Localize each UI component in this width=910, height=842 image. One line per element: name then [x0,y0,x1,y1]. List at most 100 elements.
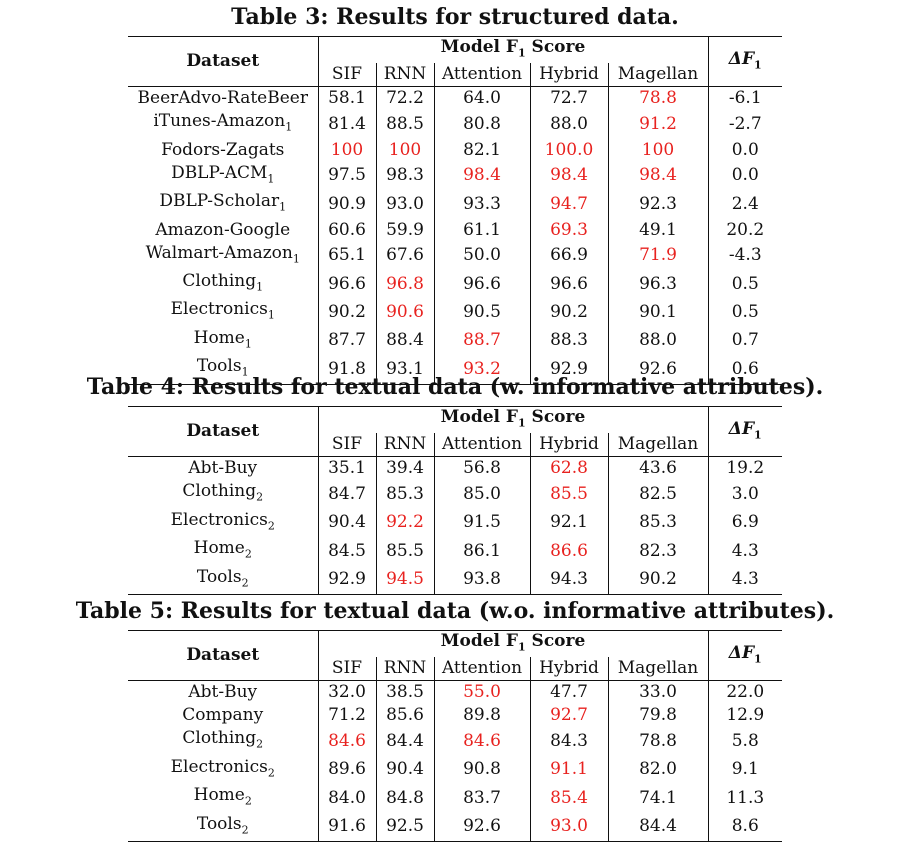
column-header: RNN [376,63,435,88]
dataset-name-cell: Abt-Buy [128,680,319,705]
dataset-name: Electronics [170,299,268,320]
model-header-suffix: Score [525,37,586,57]
column-header: Attention [434,657,531,682]
delta-cell: 8.6 [707,812,782,842]
column-header: Magellan [608,657,708,682]
dataset-name: BeerAdvo-RateBeer [137,88,308,109]
column-header: Hybrid [530,433,609,458]
dataset-subscript: 1 [279,200,287,214]
score-cell: 64.0 [434,86,531,111]
score-cell: 55.0 [434,680,531,705]
model-header-suffix: Score [525,407,586,427]
column-header: RNN [376,657,435,682]
delta-cell: 2.4 [707,190,782,219]
score-cell: 74.1 [639,787,677,808]
score-cell: 90.6 [376,298,435,327]
score-cell: 85.3 [376,480,435,509]
score-cell: 39.4 [376,456,435,481]
score-cell: 91.8 [318,355,377,385]
dataset-name: Home [193,327,245,348]
delta-header-label: ΔF [728,48,755,69]
dataset-name-cell: Fodors-Zagats [128,138,319,162]
score-cell: 93.8 [434,565,531,595]
dataset-name-cell: BeerAdvo-RateBeer [128,86,319,111]
table-row: Electronics2 90.4 92.2 91.5 92.1 85.3 6.9 [128,508,782,538]
dataset-name: Abt-Buy [188,682,258,703]
score-cell: 97.5 [318,161,377,191]
dataset-name: Amazon-Google [155,219,291,240]
dataset-name: Home [193,538,245,559]
score-cell: 66.9 [530,241,609,270]
dataset-name: Home [193,785,245,806]
score-cell: 90.2 [318,298,377,327]
score-cell: 91.5 [434,508,531,538]
dataset-subscript: 1 [292,251,300,265]
model-score-header: Model F1 Score [318,36,708,64]
score-cell: 81.4 [318,110,377,139]
score-cell: 83.7 [434,784,531,813]
score-cell: 93.2 [434,355,531,385]
score-cell: 61.1 [434,218,531,242]
score-cell: 92.5 [376,812,435,842]
model-header-subscript: 1 [517,46,526,60]
score-cell: 92.1 [530,508,609,538]
dataset-name-cell: Electronics1 [128,298,319,327]
table-row: Fodors-Zagats 100 100 82.1 100.0 100 0.0 [128,138,782,162]
table-row: BeerAdvo-RateBeer 58.1 72.2 64.0 72.7 78.8 -6.… [128,86,782,111]
score-cell: 85.5 [530,480,609,509]
dataset-name-cell: Tools2 [128,565,319,595]
column-header: RNN [376,433,435,458]
dataset-header-label: Dataset [186,421,260,442]
score-cell: 90.4 [376,755,435,785]
column-header: SIF [318,433,377,458]
score-cell: 90.5 [434,298,531,327]
score-cell: 85.4 [530,784,609,813]
score-cell: 85.3 [639,512,677,533]
model-score-header: Model F1 Score [318,406,708,434]
table-row: Home2 84.0 84.8 83.7 85.4 74.1 11.3 [128,784,782,813]
score-cell: 90.8 [434,755,531,785]
score-cell: 85.0 [434,480,531,509]
score-cell: 98.4 [434,161,531,191]
score-cell: 82.3 [639,540,677,561]
dataset-name-cell: DBLP-ACM1 [128,161,319,191]
column-header: Magellan [608,433,708,458]
score-cell: 86.6 [530,537,609,566]
delta-cell: 4.3 [707,537,782,566]
dataset-name-cell: Electronics2 [128,755,319,785]
table-row: DBLP-Scholar1 90.9 93.0 93.3 94.7 92.3 2.4 [128,190,782,219]
table-row: Tools2 92.9 94.5 93.8 94.3 90.2 4.3 [128,565,782,595]
table-row: iTunes-Amazon1 81.4 88.5 80.8 88.0 91.2 -2.7 [128,110,782,139]
results-table-4: Dataset Model F1 Score ΔF1 SIF RNN Attention H… [0,405,910,595]
column-header: Attention [434,63,531,88]
score-cell: 65.1 [318,241,377,270]
table-row: Clothing1 96.6 96.8 96.6 96.6 96.3 0.5 [128,269,782,299]
score-cell: 32.0 [318,680,377,705]
dataset-name-cell: Clothing2 [128,727,319,756]
delta-cell: 4.3 [707,565,782,595]
delta-cell: 0.5 [707,298,782,327]
table-row: Home1 87.7 88.4 88.7 88.3 88.0 0.7 [128,326,782,356]
score-cell: 90.1 [639,302,677,323]
dataset-name-cell: Abt-Buy [128,456,319,481]
score-cell: 94.7 [530,190,609,219]
column-header: Hybrid [530,63,609,88]
header-row: Dataset Model F1 Score ΔF1 [128,629,782,682]
column-header: Attention [434,433,531,458]
score-cell: 72.7 [530,86,609,111]
score-cell: 98.3 [376,161,435,191]
column-header-row: SIF RNN Attention Hybrid Magellan [128,433,782,458]
score-cell: 96.6 [318,269,377,299]
score-cell: 88.5 [376,110,435,139]
delta-header-subscript: 1 [754,651,762,665]
score-cell: 92.7 [530,704,609,728]
score-cell: 89.8 [434,704,531,728]
score-cell: 84.0 [318,784,377,813]
results-table: Dataset Model F1 Score ΔF1 SIF RNN Attention H… [128,35,782,385]
delta-cell: 22.0 [707,680,782,705]
score-cell: 90.2 [608,565,708,595]
score-cell: 84.6 [434,727,531,756]
column-header: SIF [318,657,377,682]
dataset-name-cell: Company [128,704,319,728]
score-cell: 84.8 [376,784,435,813]
